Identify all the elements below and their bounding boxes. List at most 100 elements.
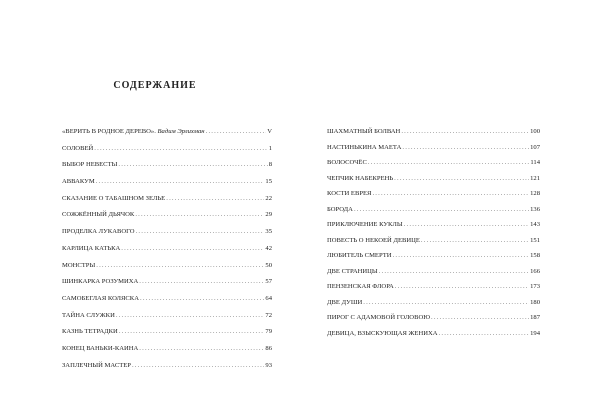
toc-entry[interactable]: СКАЗАНИЕ О ТАБАШНОМ ЗЕЛЬЕ 22: [62, 195, 272, 212]
toc-entry[interactable]: ШИНКАРКА РОЗУМИХА 57: [62, 278, 272, 295]
toc-entry[interactable]: ПОВЕСТЬ О НЕКОЕЙ ДЕВИЦЕ 151: [327, 237, 540, 253]
leader-dots: [404, 221, 529, 228]
leader-dots: [421, 237, 529, 244]
leader-dots: [118, 161, 267, 168]
leader-dots: [119, 328, 265, 335]
toc-entry-page: 29: [265, 211, 272, 219]
leader-dots: [135, 211, 264, 218]
toc-entry[interactable]: ВЫБОР НЕВЕСТЫ 8: [62, 161, 272, 178]
toc-entry-title: КАРЛИЦА КАТЬКА: [62, 244, 121, 252]
leader-dots: [393, 252, 530, 259]
toc-entry-title: ДЕВИЦА, ВЗЫСКУЮЩАЯ ЖЕНИХА: [327, 329, 438, 337]
toc-entry-title: ЛЮБИТЕЛЬ СМЕРТИ: [327, 252, 392, 259]
toc-entry[interactable]: ЗАПЛЕЧНЫЙ МАСТЕР 93: [62, 362, 272, 379]
toc-entry[interactable]: КАЗНЬ ТЕТРАДКИ 79: [62, 328, 272, 345]
toc-entry[interactable]: ПРИКЛЮЧЕНИЕ КУКЛЫ 143: [327, 221, 540, 237]
leader-dots: [140, 295, 264, 302]
toc-left-column: «ВЕРИТЬ В РОДНОЕ ДЕРЕВО». Вадим Эрлихман…: [62, 128, 272, 378]
leader-dots: [139, 345, 264, 352]
toc-entry[interactable]: КОСТИ ЕВРЕЯ 128: [327, 190, 540, 206]
toc-entry-title: НАСТИНЬКИНА МАЕТА: [327, 143, 402, 151]
toc-entry-page: 35: [265, 228, 272, 236]
toc-entry-title: БОРОДА: [327, 205, 353, 213]
leader-dots: [368, 159, 529, 166]
toc-entry-page: 158: [530, 252, 540, 259]
leader-dots: [401, 128, 529, 135]
leader-dots: [132, 362, 264, 369]
toc-entry-title: СКАЗАНИЕ О ТАБАШНОМ ЗЕЛЬЕ: [62, 194, 166, 202]
toc-entry-page: 15: [265, 178, 272, 186]
toc-entry-page: 79: [265, 328, 272, 336]
toc-entry-title: МОНСТРЫ: [62, 261, 96, 269]
toc-entry[interactable]: САМОБЕГЛАЯ КОЛЯСКА 64: [62, 295, 272, 312]
toc-entry[interactable]: ПЕНЗЕНСКАЯ ФЛОРА 173: [327, 283, 540, 299]
page-title: СОДЕРЖАНИЕ: [113, 80, 197, 91]
toc-entry[interactable]: СОЛОВЕЙ 1: [62, 145, 272, 162]
toc-entry-title: ВЫБОР НЕВЕСТЫ: [62, 161, 118, 169]
leader-dots: [206, 128, 267, 135]
toc-entry-author: Вадим Эрлихман: [157, 128, 205, 135]
toc-entry-title: «ВЕРИТЬ В РОДНОЕ ДЕРЕВО». Вадим Эрлихман: [62, 128, 205, 135]
toc-entry[interactable]: НАСТИНЬКИНА МАЕТА 107: [327, 144, 540, 160]
toc-entry-page: 194: [530, 329, 540, 337]
leader-dots: [395, 283, 529, 290]
toc-entry-page: V: [267, 128, 272, 135]
toc-entry-page: 180: [530, 298, 540, 306]
toc-entry[interactable]: ДВЕ ДУШИ 180: [327, 299, 540, 315]
toc-entry-page: 121: [530, 174, 540, 182]
toc-entry-page: 173: [530, 283, 540, 290]
leader-dots: [139, 278, 264, 285]
toc-entry-page: 50: [265, 261, 272, 269]
toc-entry-title: ПОВЕСТЬ О НЕКОЕЙ ДЕВИЦЕ: [327, 236, 420, 244]
toc-entry-title: ДВЕ СТРАНИЦЫ: [327, 267, 378, 275]
toc-entry-title: ПРОДЕЛКА ЛУКАВОГО: [62, 228, 135, 236]
toc-entry-title: ШИНКАРКА РОЗУМИХА: [62, 278, 139, 286]
toc-entry-page: 8: [268, 161, 272, 169]
leader-dots: [394, 175, 529, 182]
leader-dots: [94, 145, 267, 152]
leader-dots: [121, 245, 264, 252]
toc-entry-title: ЗАПЛЕЧНЫЙ МАСТЕР: [62, 361, 131, 369]
toc-entry-page: 107: [530, 143, 540, 151]
toc-entry[interactable]: ПРОДЕЛКА ЛУКАВОГО 35: [62, 228, 272, 245]
leader-dots: [379, 268, 529, 275]
toc-entry-page: 143: [530, 221, 540, 228]
toc-entry-title: ПИРОГ С АДАМОВОЙ ГОЛОВОЮ: [327, 314, 431, 321]
toc-entry[interactable]: БОРОДА 136: [327, 206, 540, 222]
toc-entry-page: 166: [530, 267, 540, 275]
toc-entry[interactable]: АВВАКУМ 15: [62, 178, 272, 195]
toc-entry-title: ТАЙНА СЛУЖКИ: [62, 311, 115, 319]
toc-entry[interactable]: МОНСТРЫ 50: [62, 262, 272, 279]
leader-dots: [372, 190, 529, 197]
toc-entry-title: ПРИКЛЮЧЕНИЕ КУКЛЫ: [327, 221, 403, 228]
toc-entry[interactable]: «ВЕРИТЬ В РОДНОЕ ДЕРЕВО». Вадим Эрлихман…: [62, 128, 272, 145]
toc-entry[interactable]: ВОЛОСОЧЁС 114: [327, 159, 540, 175]
toc-entry-title: ПЕНЗЕНСКАЯ ФЛОРА: [327, 283, 394, 290]
toc-entry[interactable]: КАРЛИЦА КАТЬКА 42: [62, 245, 272, 262]
toc-entry-title: СОЖЖЁННЫЙ ДЬЯЧОК: [62, 211, 135, 219]
toc-entry[interactable]: ПИРОГ С АДАМОВОЙ ГОЛОВОЮ 187: [327, 314, 540, 330]
toc-entry[interactable]: СОЖЖЁННЫЙ ДЬЯЧОК 29: [62, 211, 272, 228]
toc-entry[interactable]: ЛЮБИТЕЛЬ СМЕРТИ 158: [327, 252, 540, 268]
toc-entry-title: ВОЛОСОЧЁС: [327, 159, 367, 166]
toc-entry[interactable]: ДЕВИЦА, ВЗЫСКУЮЩАЯ ЖЕНИХА 194: [327, 330, 540, 346]
toc-entry-page: 128: [530, 190, 540, 197]
toc-entry-page: 93: [265, 361, 272, 369]
toc-entry-page: 114: [530, 159, 540, 166]
toc-entry-page: 57: [265, 278, 272, 286]
leader-dots: [116, 312, 265, 319]
toc-entry-title: КАЗНЬ ТЕТРАДКИ: [62, 328, 118, 336]
toc-entry-title: АВВАКУМ: [62, 178, 95, 186]
toc-entry-page: 100: [530, 128, 540, 135]
toc-entry-page: 64: [265, 294, 272, 302]
toc-entry[interactable]: КОНЕЦ ВАНЬКИ-КАИНА 86: [62, 345, 272, 362]
leader-dots: [439, 330, 530, 337]
toc-entry-title: СОЛОВЕЙ: [62, 144, 94, 152]
toc-entry[interactable]: ДВЕ СТРАНИЦЫ 166: [327, 268, 540, 284]
toc-entry[interactable]: ШАХМАТНЫЙ БОЛВАН 100: [327, 128, 540, 144]
toc-entry-title: КОНЕЦ ВАНЬКИ-КАИНА: [62, 344, 139, 352]
toc-entry[interactable]: ЧЕПЧИК НАБЕКРЕНЬ 121: [327, 175, 540, 191]
toc-entry-page: 22: [265, 194, 272, 202]
toc-entry-page: 1: [268, 144, 272, 152]
toc-entry[interactable]: ТАЙНА СЛУЖКИ 72: [62, 312, 272, 329]
